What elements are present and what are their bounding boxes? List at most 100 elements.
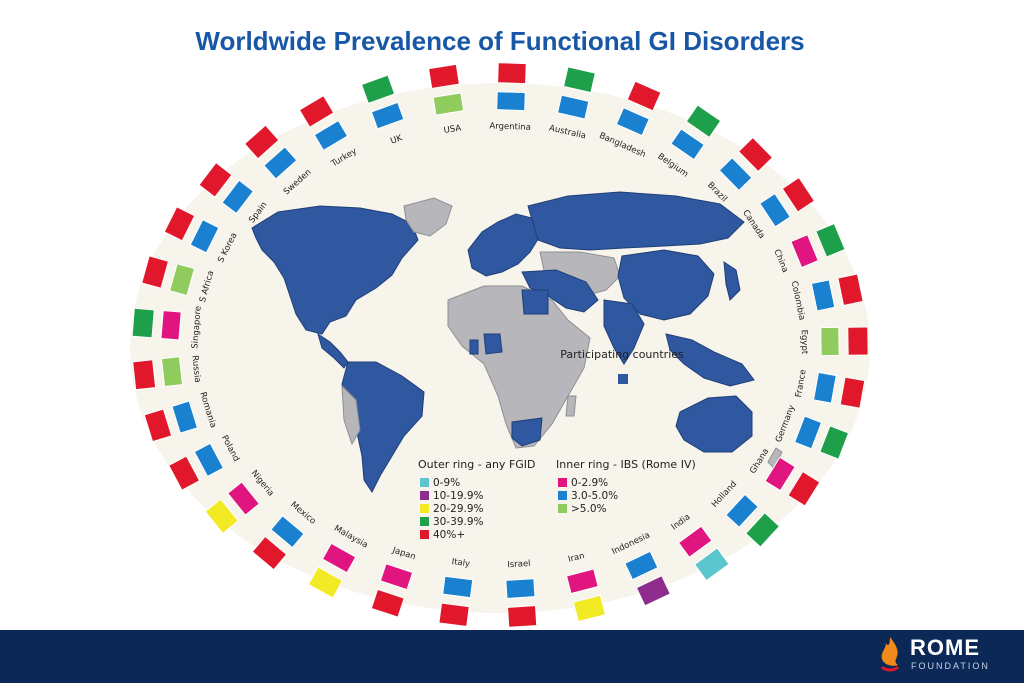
country-label: France <box>794 369 809 399</box>
legend: Outer ring - any FGID Inner ring - IBS (… <box>418 458 696 541</box>
inner-ring-square <box>505 578 536 599</box>
outer-ring-square <box>847 326 869 356</box>
country-ring: USA Argentina Australia BangladeshBelgiumBr… <box>131 62 869 628</box>
legend-inner-title: Inner ring - IBS (Rome IV) <box>556 458 696 471</box>
country-item: France <box>794 369 866 409</box>
legend-outer-swatch <box>420 517 429 526</box>
outer-ring-square <box>781 176 816 213</box>
inner-ring-square <box>370 101 405 130</box>
country-item: Brazil <box>705 136 774 204</box>
inner-ring-square <box>169 263 196 297</box>
legend-outer-label: 0-9% <box>433 477 460 489</box>
inner-ring-square <box>615 107 650 137</box>
legend-inner-swatch <box>558 478 567 487</box>
country-label: UK <box>389 133 404 147</box>
outer-ring-square <box>737 136 774 173</box>
inner-ring-square <box>759 192 791 228</box>
logo-subtitle: FOUNDATION <box>911 661 990 671</box>
legend-outer-title: Outer ring - any FGID <box>418 458 536 471</box>
flame-icon <box>880 637 900 672</box>
country-item: Iran <box>565 551 607 623</box>
legend-inner-swatch <box>558 491 567 500</box>
participating-swatch <box>618 374 628 384</box>
outer-ring-square <box>243 124 280 160</box>
rome-foundation-logo: ROME FOUNDATION <box>870 633 1010 679</box>
country-label: USA <box>443 123 462 136</box>
page-title: Worldwide Prevalence of Functional GI Di… <box>195 26 805 56</box>
participating-label: Participating countries <box>560 348 684 361</box>
outer-ring-square <box>787 470 821 507</box>
greenland-region <box>403 197 453 237</box>
inner-ring-square <box>677 525 713 558</box>
outer-ring-square <box>572 594 607 623</box>
prevalence-figure: Participating countries Outer ring - any… <box>130 62 870 628</box>
europe-region <box>467 213 541 277</box>
inner-ring-square <box>313 119 349 152</box>
outer-ring-square <box>635 575 671 607</box>
legend-inner-swatch <box>558 504 567 513</box>
outer-ring-square <box>626 80 662 112</box>
inner-ring-square <box>820 326 840 357</box>
legend-inner-label: >5.0% <box>571 503 606 515</box>
outer-ring-square <box>163 206 196 242</box>
legend-outer-swatch <box>420 530 429 539</box>
inner-ring-square <box>227 481 261 516</box>
legend-inner-items: 0-2.9%3.0-5.0%>5.0% <box>558 477 618 515</box>
outer-ring-square <box>298 94 335 128</box>
inner-ring-square <box>813 371 837 404</box>
inner-ring-square <box>189 219 220 254</box>
north-america-region <box>251 205 419 335</box>
country-item: China <box>771 222 846 274</box>
south-america-grey-region <box>341 384 361 446</box>
legend-inner-label: 0-2.9% <box>571 477 608 489</box>
outer-ring-square <box>685 104 722 139</box>
outer-ring-square <box>307 566 344 599</box>
outer-ring-square <box>815 222 846 258</box>
inner-ring-square <box>624 550 659 581</box>
ghana-region <box>469 339 479 355</box>
inner-ring-square <box>160 356 184 388</box>
outer-ring-square <box>839 376 866 409</box>
legend-outer-label: 40%+ <box>433 529 465 541</box>
country-label: Singapore <box>190 306 203 350</box>
inner-ring-square <box>442 575 474 599</box>
legend-outer-label: 30-39.9% <box>433 516 484 528</box>
outer-ring-square <box>360 74 396 105</box>
japan-region <box>723 261 741 301</box>
egypt-region <box>521 289 549 315</box>
legend-inner-label: 3.0-5.0% <box>571 490 618 502</box>
inner-ring-square <box>270 515 305 549</box>
country-label: Russia <box>189 355 202 383</box>
inner-ring-square <box>718 157 753 192</box>
russia-region <box>527 191 745 251</box>
outer-ring-square <box>143 408 173 443</box>
legend-outer-swatch <box>420 491 429 500</box>
madagascar-region <box>565 395 577 417</box>
outer-ring-square <box>204 498 240 535</box>
inner-ring-square <box>160 310 182 341</box>
nigeria-region <box>483 333 503 355</box>
country-label: Italy <box>451 557 471 569</box>
inner-ring-square <box>263 146 298 180</box>
outer-ring-square <box>131 307 155 339</box>
outer-ring-square <box>168 455 201 491</box>
country-label: Israel <box>507 559 531 570</box>
inner-ring-square <box>790 234 819 269</box>
inner-ring-square <box>725 493 759 528</box>
inner-ring-square <box>810 279 836 312</box>
outer-ring-square <box>141 255 170 289</box>
outer-ring-square <box>745 512 781 548</box>
country-item: Israel <box>505 559 538 628</box>
outer-ring-square <box>251 535 288 571</box>
inner-ring-square <box>379 563 414 591</box>
inner-ring-square <box>221 179 255 215</box>
central-america-region <box>317 332 349 369</box>
inner-ring-square <box>171 400 199 434</box>
outer-ring-square <box>562 66 596 94</box>
outer-ring-square <box>132 359 157 391</box>
legend-outer-swatch <box>420 504 429 513</box>
country-item: Japan <box>370 545 417 618</box>
country-item: Egypt <box>799 326 869 357</box>
outer-ring-square <box>438 602 470 628</box>
inner-ring-square <box>670 128 705 161</box>
